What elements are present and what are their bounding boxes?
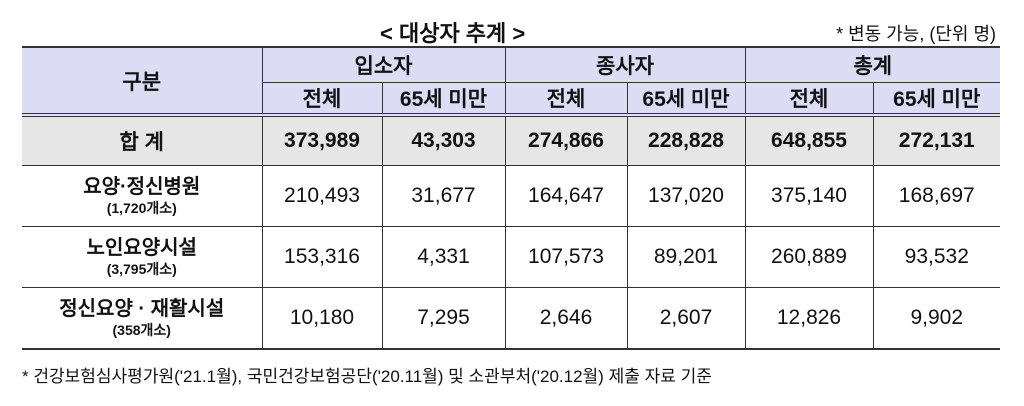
- cell: 31,677: [381, 165, 506, 227]
- cell: 10,180: [261, 287, 383, 350]
- row-label-text: 노인요양시설: [86, 236, 197, 259]
- cell: 272,131: [872, 113, 1001, 166]
- cell: 375,140: [744, 165, 874, 227]
- footnote: * 건강보험심사평가원('21.1월), 국민건강보험공단('20.11월) 및…: [22, 367, 712, 386]
- subheader: 65세 미만: [872, 81, 1001, 116]
- cell: 107,573: [504, 226, 628, 288]
- header-total: 총계: [744, 46, 1001, 83]
- cell: 7,295: [381, 287, 506, 350]
- cell: 9,902: [872, 287, 1001, 350]
- row-label: 합 계: [22, 113, 263, 166]
- row-label: 노인요양시설 (3,795개소): [22, 226, 263, 288]
- cell: 210,493: [261, 165, 383, 227]
- subheader: 65세 미만: [626, 81, 746, 116]
- subheader: 전체: [504, 81, 628, 116]
- unit-note: * 변동 가능, (단위 명): [836, 24, 996, 44]
- row-label-text: 정신요양 · 재활시설: [59, 297, 225, 320]
- subheader: 전체: [262, 81, 383, 116]
- target-estimate-table: 구분 입소자 종사자 총계 전체 65세 미만 전체 65세 미만 전체 65세…: [22, 46, 1001, 350]
- header-category: 구분: [22, 46, 263, 116]
- row-sublabel: (1,720개소): [106, 199, 177, 216]
- cell: 260,889: [744, 226, 874, 288]
- table-row: 정신요양 · 재활시설 (358개소) 10,180 7,295 2,646 2,…: [22, 287, 1001, 350]
- cell: 89,201: [626, 226, 746, 288]
- cell: 93,532: [872, 226, 1001, 288]
- row-label-text: 요양·정신병원: [83, 175, 201, 198]
- cell: 168,697: [872, 165, 1001, 227]
- cell: 2,607: [626, 287, 746, 350]
- row-sublabel: (3,795개소): [106, 260, 177, 277]
- cell: 43,303: [381, 113, 506, 166]
- cell: 373,989: [261, 113, 383, 166]
- header-residents: 입소자: [261, 46, 506, 83]
- table-row: 요양·정신병원 (1,720개소) 210,493 31,677 164,647 …: [22, 165, 1001, 227]
- row-label: 요양·정신병원 (1,720개소): [22, 165, 263, 227]
- subheader: 전체: [744, 81, 874, 116]
- table-title: < 대상자 추계 >: [380, 21, 526, 46]
- subheader: 65세 미만: [381, 81, 506, 116]
- header-workers: 종사자: [504, 46, 746, 83]
- cell: 164,647: [504, 165, 628, 227]
- cell: 2,646: [504, 287, 628, 350]
- cell: 12,826: [744, 287, 874, 350]
- cell: 4,331: [381, 226, 506, 288]
- cell: 274,866: [504, 113, 628, 166]
- cell: 648,855: [744, 113, 874, 166]
- cell: 228,828: [626, 113, 746, 166]
- row-label: 정신요양 · 재활시설 (358개소): [22, 287, 263, 350]
- cell: 137,020: [626, 165, 746, 227]
- row-sublabel: (358개소): [112, 321, 171, 338]
- table-row: 노인요양시설 (3,795개소) 153,316 4,331 107,573 89…: [22, 226, 1001, 288]
- table-row-total: 합 계 373,989 43,303 274,866 228,828 648,8…: [22, 113, 1001, 166]
- cell: 153,316: [261, 226, 383, 288]
